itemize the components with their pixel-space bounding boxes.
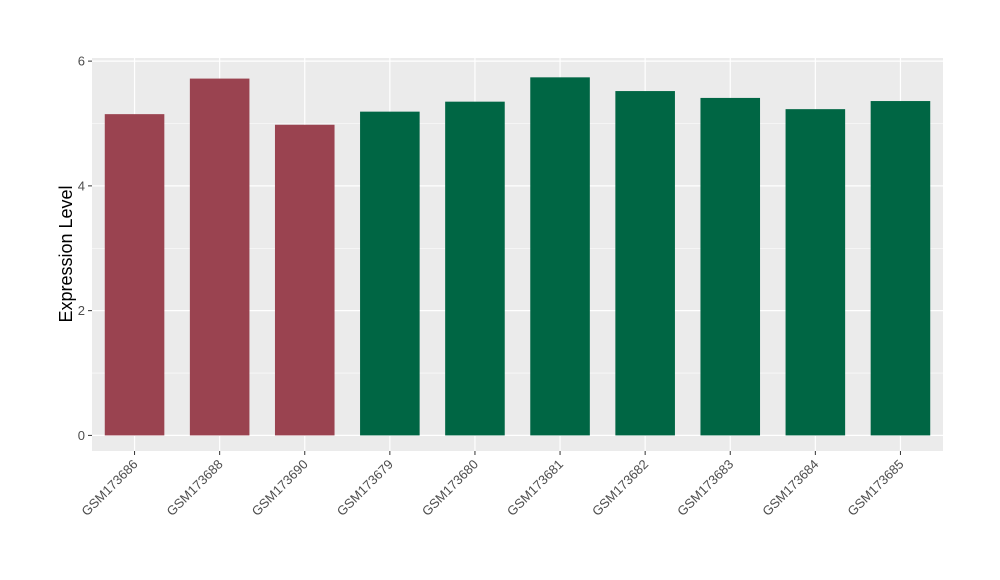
bar-GSM173690 <box>274 124 335 436</box>
bar-GSM173681 <box>530 77 590 436</box>
bar-GSM173686 <box>104 114 165 436</box>
y-tick-label: 0 <box>78 428 85 443</box>
x-tick-label: GSM173688 <box>164 457 226 519</box>
bars <box>104 77 931 436</box>
y-axis: 0 2 4 6 <box>78 54 92 443</box>
y-axis-title: Expression Level <box>56 185 76 322</box>
bar-GSM173679 <box>360 111 420 436</box>
bar-GSM173685 <box>870 101 931 436</box>
x-tick-label: GSM173690 <box>249 457 311 519</box>
y-tick-label: 2 <box>78 303 85 318</box>
bar-GSM173683 <box>700 97 761 436</box>
y-tick-label: 6 <box>78 54 85 69</box>
bar-GSM173680 <box>445 101 505 436</box>
x-tick-label: GSM173685 <box>844 457 906 519</box>
x-tick-label: GSM173679 <box>334 457 396 519</box>
x-tick-label: GSM173683 <box>674 457 736 519</box>
x-axis: GSM173686 GSM173688 GSM173690 GSM173679 GSM1… <box>78 451 907 519</box>
y-tick-label: 4 <box>78 178 85 193</box>
bar-GSM173688 <box>189 78 250 436</box>
x-tick-label: GSM173680 <box>419 457 481 519</box>
x-tick-label: GSM173686 <box>78 457 140 519</box>
bar-GSM173684 <box>785 109 846 436</box>
bar-GSM173682 <box>615 91 675 436</box>
x-tick-label: GSM173681 <box>504 457 566 519</box>
x-tick-label: GSM173682 <box>589 457 651 519</box>
x-tick-label: GSM173684 <box>759 457 821 519</box>
